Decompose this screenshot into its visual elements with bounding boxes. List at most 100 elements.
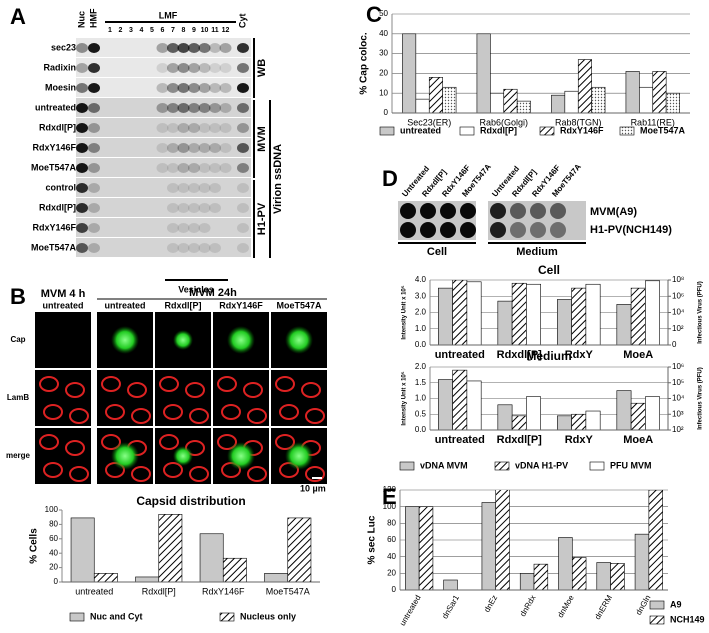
micrograph — [213, 370, 269, 426]
y2-tick-label: 10² — [672, 324, 684, 333]
blot-band — [237, 143, 249, 153]
blot-strip — [76, 98, 251, 117]
blot-band — [177, 203, 190, 213]
legend-label: vDNA MVM — [420, 460, 468, 470]
blot-band — [76, 43, 88, 53]
dot — [400, 222, 416, 238]
blot-strip — [76, 158, 251, 177]
y-tick-label: 80 — [49, 520, 58, 529]
blot-band — [219, 163, 232, 173]
panel-label: A — [10, 4, 26, 29]
lamina — [127, 382, 147, 398]
micrograph — [97, 370, 153, 426]
x-tick-label: Sec23(ER) — [407, 117, 451, 127]
blot-band — [88, 123, 100, 133]
y2-tick-label: 10⁶ — [672, 362, 684, 371]
y2-tick-label: 10² — [672, 425, 684, 434]
blot-strip — [76, 198, 251, 217]
lamina — [185, 382, 205, 398]
y2-tick-label: 0 — [672, 340, 677, 349]
y-tick-label: 0 — [384, 108, 389, 117]
row-label: Rdxdl[P] — [39, 202, 76, 212]
bar — [264, 573, 289, 583]
dot — [490, 222, 506, 238]
bar — [571, 413, 587, 431]
bar — [571, 557, 587, 591]
legend-swatch — [69, 612, 85, 622]
bar — [452, 280, 468, 346]
group-label: Medium — [516, 246, 558, 258]
lamina — [305, 408, 325, 424]
y-tick-label: 80 — [387, 518, 396, 527]
lamina — [275, 376, 295, 392]
blot-band — [237, 223, 249, 233]
blot-band — [188, 83, 200, 93]
blot-band — [237, 63, 249, 73]
blot-band — [209, 183, 221, 193]
bar — [616, 390, 632, 431]
x-tick-label: Rdxdl[P] — [142, 586, 176, 596]
bar — [70, 517, 95, 583]
time-label: MVM 24h — [189, 287, 237, 299]
y-tick-label: 40 — [379, 29, 388, 38]
y-tick-label: 40 — [387, 552, 396, 561]
bar — [415, 98, 430, 114]
y-tick-label: 60 — [387, 535, 396, 544]
bar — [625, 71, 640, 114]
group-label: Virion ssDNA — [272, 144, 284, 214]
blot-band — [76, 83, 88, 93]
lamina — [159, 376, 179, 392]
y2-tick-label: 10⁴ — [672, 394, 685, 403]
legend-swatch — [649, 615, 665, 625]
capsid-signal — [285, 326, 313, 354]
blot-band — [219, 43, 232, 53]
y-tick-label: 30 — [379, 49, 388, 58]
legend-swatch — [459, 126, 475, 136]
bar — [648, 490, 663, 591]
bar — [497, 300, 513, 346]
y-tick-label: 120 — [383, 485, 397, 494]
bar — [639, 86, 654, 114]
lamina — [101, 434, 121, 450]
dot — [490, 203, 506, 219]
row-label: untreated — [35, 102, 76, 112]
column-label: untreated — [104, 300, 145, 310]
blot-band — [88, 243, 100, 253]
legend-label: NCH149 — [670, 614, 705, 624]
blot-band — [188, 203, 200, 213]
blot-strip — [76, 78, 251, 97]
dot — [510, 222, 526, 238]
blot-band — [198, 83, 211, 93]
fraction-label: 12 — [222, 27, 230, 34]
row-label: control — [46, 182, 77, 192]
column-label: RdxY146F — [219, 300, 263, 310]
row-label: RdxY146F — [32, 142, 76, 152]
lamina — [69, 466, 89, 482]
group-label: Cell — [427, 246, 447, 258]
blot-band — [167, 183, 179, 193]
blot-band — [198, 63, 211, 73]
bar — [222, 557, 247, 583]
x-tick-label: RdxY146F — [202, 586, 245, 596]
legend-swatch — [379, 126, 395, 136]
bar — [402, 33, 417, 114]
blot-band — [76, 123, 88, 133]
y2-tick-label: 10⁴ — [672, 308, 685, 317]
y-tick-label: 20 — [387, 568, 396, 577]
blot-band — [237, 163, 249, 173]
bar — [476, 33, 491, 114]
bar — [438, 287, 453, 346]
row-label: RdxY146F — [32, 222, 76, 232]
blot-band — [198, 183, 211, 193]
blot-band — [237, 183, 249, 193]
panel-label: B — [10, 284, 26, 309]
fraction-label: 7 — [171, 27, 175, 34]
lamina — [189, 408, 209, 424]
dot — [420, 203, 436, 219]
x-tick-label: dnEz — [482, 594, 499, 614]
lane-label: Nuc — [76, 11, 86, 28]
fraction-label: 1 — [108, 27, 112, 34]
blot-band — [198, 43, 211, 53]
x-tick-label: MoeT547A — [266, 586, 310, 596]
panel-label: E — [382, 484, 397, 509]
